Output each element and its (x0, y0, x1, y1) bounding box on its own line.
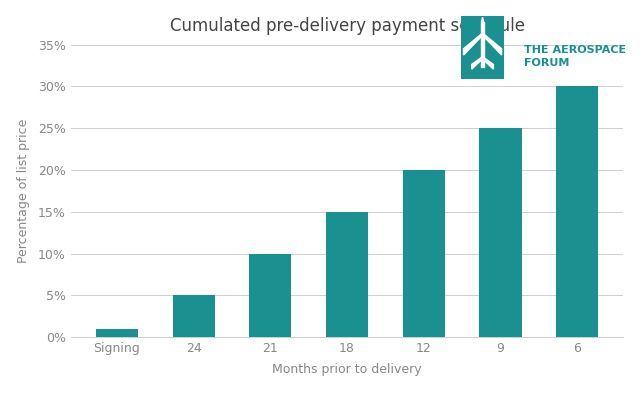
FancyBboxPatch shape (461, 16, 504, 79)
Bar (96, 329, 138, 337)
Bar (249, 253, 291, 337)
Polygon shape (481, 17, 484, 22)
Bar (556, 86, 598, 337)
Bar (479, 128, 522, 337)
Text: THE AEROSPACE
FORUM: THE AEROSPACE FORUM (524, 45, 626, 68)
Bar (403, 170, 445, 337)
X-axis label: Months prior to delivery: Months prior to delivery (272, 364, 422, 376)
Polygon shape (472, 57, 493, 69)
Title: Cumulated pre-delivery payment schedule: Cumulated pre-delivery payment schedule (170, 17, 525, 35)
Bar (326, 212, 368, 337)
Polygon shape (481, 22, 484, 67)
Polygon shape (463, 33, 502, 55)
Bar (173, 296, 215, 337)
Y-axis label: Percentage of list price: Percentage of list price (17, 119, 29, 263)
